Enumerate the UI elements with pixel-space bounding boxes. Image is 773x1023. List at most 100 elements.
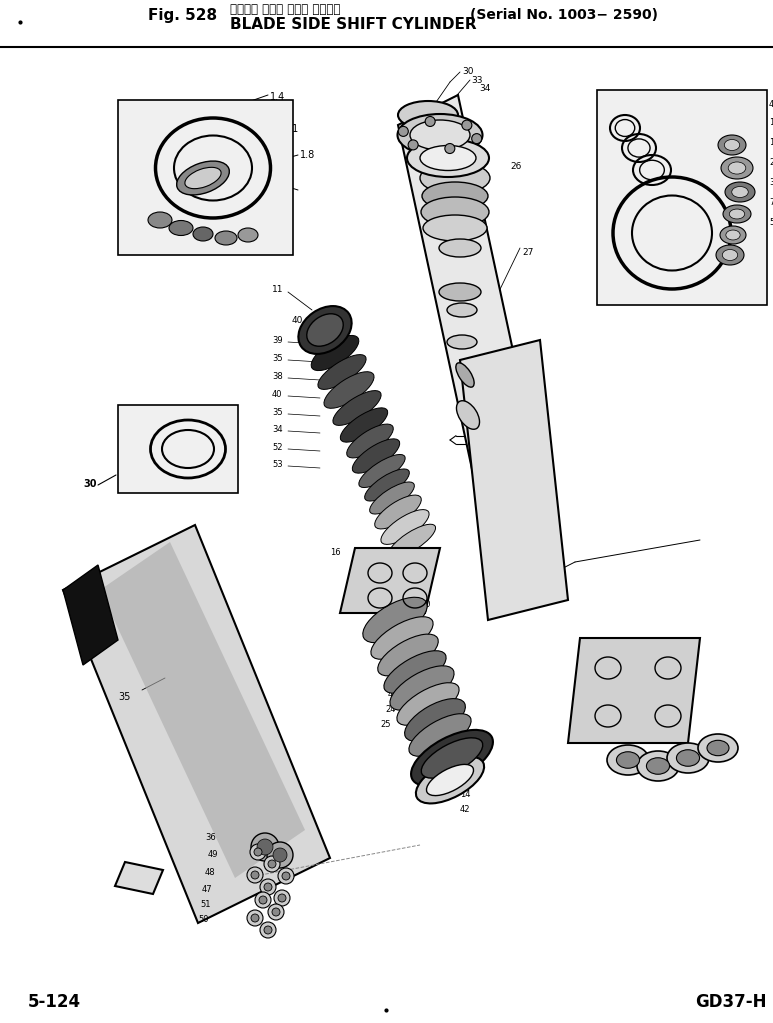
Ellipse shape	[410, 120, 470, 150]
Ellipse shape	[185, 168, 221, 188]
Text: 50: 50	[198, 915, 209, 924]
Ellipse shape	[421, 738, 482, 779]
Circle shape	[444, 143, 455, 153]
Text: 38: 38	[272, 372, 283, 381]
Circle shape	[278, 894, 286, 902]
Text: 5-124: 5-124	[28, 993, 81, 1011]
Circle shape	[274, 890, 290, 906]
Text: Fig. 528: Fig. 528	[148, 8, 217, 23]
Ellipse shape	[390, 666, 454, 710]
Ellipse shape	[420, 162, 490, 194]
Ellipse shape	[298, 306, 352, 354]
Circle shape	[255, 892, 271, 908]
Ellipse shape	[724, 139, 740, 150]
Circle shape	[462, 120, 472, 130]
Text: 45: 45	[395, 660, 406, 669]
Text: 11: 11	[272, 285, 284, 294]
Ellipse shape	[667, 743, 709, 773]
Text: 3: 3	[769, 178, 773, 187]
Polygon shape	[63, 565, 118, 665]
Text: 23: 23	[392, 675, 403, 684]
Circle shape	[264, 883, 272, 891]
Text: 25: 25	[380, 720, 390, 729]
Circle shape	[408, 140, 418, 150]
Polygon shape	[460, 340, 568, 620]
Ellipse shape	[720, 226, 746, 244]
Text: 24: 24	[385, 705, 396, 714]
Circle shape	[254, 848, 262, 856]
Circle shape	[259, 896, 267, 904]
Text: 18: 18	[415, 555, 426, 564]
Ellipse shape	[427, 764, 474, 796]
Circle shape	[264, 856, 280, 872]
Circle shape	[268, 860, 276, 868]
Text: 20: 20	[420, 601, 431, 609]
Ellipse shape	[422, 182, 488, 210]
Text: 32: 32	[470, 228, 482, 237]
Ellipse shape	[407, 139, 489, 177]
Circle shape	[268, 904, 284, 920]
Ellipse shape	[457, 401, 479, 430]
Text: BLADE SIDE SHIFT CYLINDER: BLADE SIDE SHIFT CYLINDER	[230, 17, 477, 32]
Text: 40: 40	[272, 390, 282, 399]
Ellipse shape	[371, 617, 433, 659]
Ellipse shape	[447, 335, 477, 349]
Text: 16: 16	[330, 548, 341, 557]
Ellipse shape	[312, 336, 359, 370]
Text: 48: 48	[205, 868, 216, 877]
Text: 28: 28	[458, 165, 469, 174]
Ellipse shape	[177, 161, 230, 195]
Text: 49: 49	[208, 850, 219, 859]
Text: 適用範囲: 適用範囲	[120, 408, 127, 425]
Text: 17: 17	[418, 570, 428, 579]
Circle shape	[278, 868, 294, 884]
Text: 11: 11	[287, 124, 299, 134]
Circle shape	[247, 910, 263, 926]
Ellipse shape	[726, 230, 741, 240]
Ellipse shape	[307, 314, 343, 346]
Text: 16: 16	[769, 118, 773, 127]
Text: 5: 5	[769, 218, 773, 227]
Circle shape	[251, 914, 259, 922]
Ellipse shape	[359, 454, 405, 488]
Circle shape	[257, 839, 273, 855]
Ellipse shape	[439, 283, 481, 301]
Text: 21: 21	[415, 620, 425, 629]
Text: 52: 52	[272, 443, 282, 452]
Ellipse shape	[398, 101, 458, 129]
Text: (Serial No. 1003− 2590): (Serial No. 1003− 2590)	[470, 8, 658, 23]
Text: Serial No. 1003-1162: Serial No. 1003-1162	[128, 103, 133, 169]
Ellipse shape	[384, 651, 446, 694]
Ellipse shape	[365, 469, 410, 501]
Text: 36: 36	[205, 833, 216, 842]
Ellipse shape	[148, 212, 172, 228]
Text: 1.7: 1.7	[261, 233, 276, 243]
Text: 適用範囲: 適用範囲	[120, 105, 127, 122]
Ellipse shape	[404, 699, 465, 742]
Ellipse shape	[698, 733, 738, 762]
Ellipse shape	[447, 303, 477, 317]
Text: 30: 30	[462, 66, 474, 76]
Ellipse shape	[718, 135, 746, 155]
Polygon shape	[63, 525, 330, 923]
Ellipse shape	[716, 244, 744, 265]
Text: 4: 4	[769, 100, 773, 109]
Text: 40: 40	[292, 316, 303, 325]
Text: Serial No.1003-1162: Serial No.1003-1162	[128, 407, 133, 471]
Ellipse shape	[381, 509, 429, 544]
Text: 7: 7	[769, 198, 773, 207]
Ellipse shape	[238, 228, 258, 242]
Ellipse shape	[333, 391, 381, 426]
Circle shape	[247, 868, 263, 883]
Ellipse shape	[728, 162, 746, 174]
Text: 47: 47	[202, 885, 213, 894]
Ellipse shape	[215, 231, 237, 244]
Circle shape	[260, 922, 276, 938]
Ellipse shape	[369, 482, 414, 514]
Ellipse shape	[423, 215, 487, 241]
Circle shape	[267, 842, 293, 868]
Ellipse shape	[411, 729, 493, 786]
Circle shape	[260, 879, 276, 895]
Ellipse shape	[397, 682, 459, 725]
Ellipse shape	[439, 239, 481, 257]
